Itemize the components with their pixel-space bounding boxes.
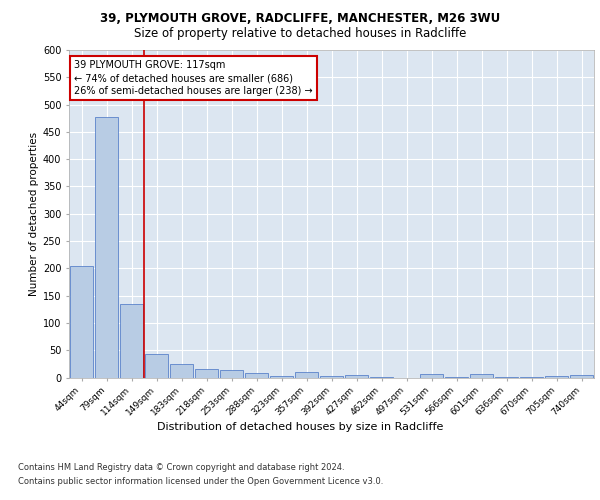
Bar — [545, 376, 568, 378]
Bar — [495, 377, 518, 378]
Bar — [270, 376, 293, 378]
Bar — [420, 374, 443, 378]
Text: Contains HM Land Registry data © Crown copyright and database right 2024.: Contains HM Land Registry data © Crown c… — [18, 462, 344, 471]
Bar — [520, 377, 543, 378]
Bar — [295, 372, 318, 378]
Bar — [220, 370, 243, 378]
Text: Size of property relative to detached houses in Radcliffe: Size of property relative to detached ho… — [134, 28, 466, 40]
Bar — [445, 377, 468, 378]
Bar — [70, 266, 93, 378]
Y-axis label: Number of detached properties: Number of detached properties — [29, 132, 38, 296]
Text: 39 PLYMOUTH GROVE: 117sqm
← 74% of detached houses are smaller (686)
26% of semi: 39 PLYMOUTH GROVE: 117sqm ← 74% of detac… — [74, 60, 313, 96]
Text: Distribution of detached houses by size in Radcliffe: Distribution of detached houses by size … — [157, 422, 443, 432]
Bar — [120, 304, 143, 378]
Bar — [95, 116, 118, 378]
Bar — [570, 376, 593, 378]
Bar — [345, 376, 368, 378]
Bar — [370, 377, 393, 378]
Bar — [470, 374, 493, 378]
Bar — [245, 373, 268, 378]
Text: 39, PLYMOUTH GROVE, RADCLIFFE, MANCHESTER, M26 3WU: 39, PLYMOUTH GROVE, RADCLIFFE, MANCHESTE… — [100, 12, 500, 26]
Bar — [145, 354, 168, 378]
Text: Contains public sector information licensed under the Open Government Licence v3: Contains public sector information licen… — [18, 478, 383, 486]
Bar — [195, 370, 218, 378]
Bar — [170, 364, 193, 378]
Bar — [320, 376, 343, 378]
